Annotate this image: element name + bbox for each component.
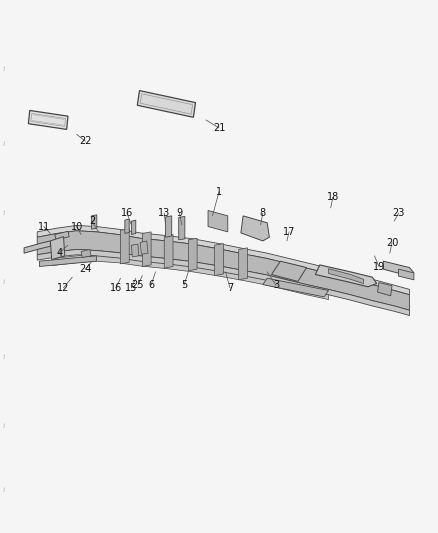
Polygon shape [399,269,414,280]
Text: 13: 13 [158,208,170,218]
Polygon shape [215,244,223,276]
Polygon shape [24,241,50,253]
Polygon shape [164,235,173,268]
Polygon shape [239,248,247,280]
Polygon shape [140,241,148,254]
Text: i: i [3,353,5,361]
Polygon shape [263,278,328,297]
Text: 16: 16 [121,208,133,218]
Polygon shape [125,219,129,233]
Text: 16: 16 [110,283,122,293]
Text: i: i [3,486,5,495]
Text: 18: 18 [327,192,339,202]
Polygon shape [37,225,410,295]
Text: 19: 19 [373,262,385,271]
Text: 1: 1 [216,187,222,197]
Text: i: i [3,278,5,287]
Polygon shape [328,269,364,284]
Polygon shape [28,110,68,130]
Polygon shape [55,231,69,240]
Polygon shape [81,249,91,257]
Polygon shape [188,238,197,271]
Polygon shape [142,232,151,266]
Text: 17: 17 [283,227,295,237]
Text: i: i [3,422,5,431]
Text: i: i [3,140,5,148]
Text: 21: 21 [213,123,225,133]
Polygon shape [315,265,377,287]
Text: 8: 8 [260,208,266,218]
Polygon shape [39,256,96,266]
Polygon shape [131,220,136,235]
Text: i: i [3,65,5,74]
Text: 7: 7 [227,283,233,293]
Text: 9: 9 [177,208,183,218]
Polygon shape [92,215,97,229]
Text: 15: 15 [125,283,138,293]
Polygon shape [120,229,129,264]
Polygon shape [179,216,185,240]
Polygon shape [383,261,414,276]
Polygon shape [37,249,410,316]
Text: 11: 11 [38,222,50,231]
Text: 2: 2 [89,216,95,226]
Polygon shape [208,211,228,232]
Text: 25: 25 [132,280,144,290]
Text: 4: 4 [56,248,62,258]
Text: i: i [3,209,5,217]
Polygon shape [50,237,65,260]
Polygon shape [53,254,328,300]
Text: 3: 3 [273,280,279,290]
Text: 22: 22 [79,136,92,146]
Polygon shape [37,231,410,310]
Text: 24: 24 [79,264,92,274]
Polygon shape [241,216,269,241]
Text: 23: 23 [392,208,405,218]
Polygon shape [166,216,172,237]
Text: 10: 10 [71,222,83,231]
Polygon shape [378,282,392,296]
Polygon shape [53,244,328,287]
Polygon shape [138,91,195,117]
Text: 5: 5 [181,280,187,290]
Polygon shape [272,261,307,281]
Polygon shape [131,244,139,257]
Text: 20: 20 [386,238,398,247]
Text: 6: 6 [148,280,154,290]
Text: 12: 12 [57,283,70,293]
